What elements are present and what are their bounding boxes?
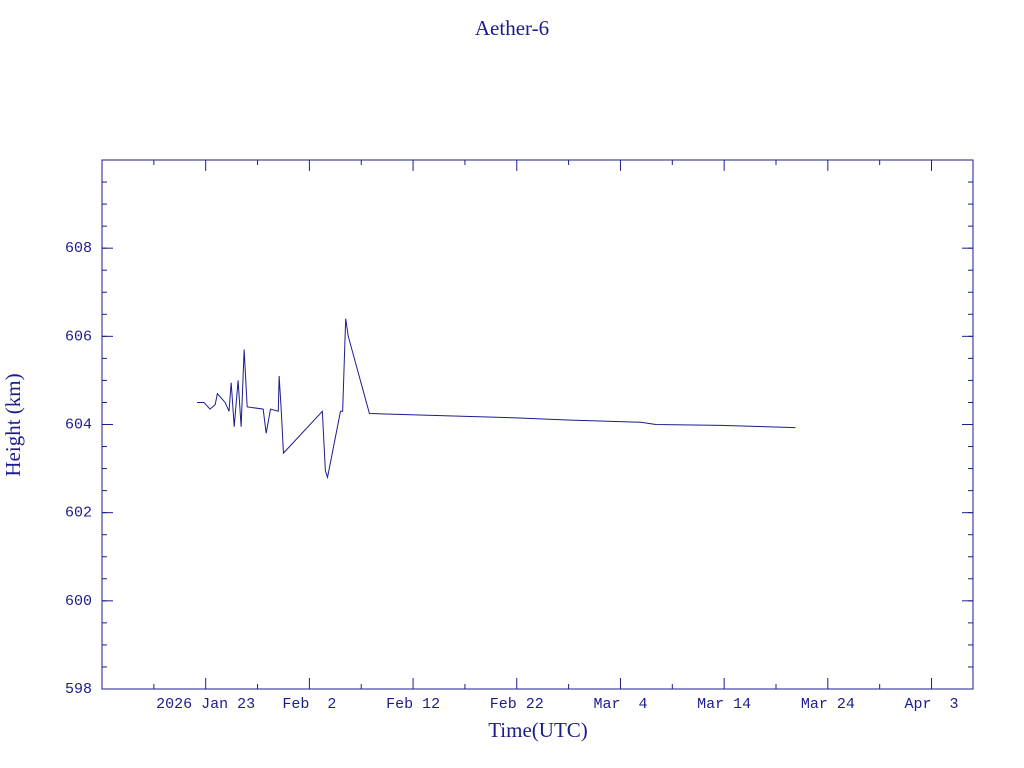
x-tick-label: Mar 14	[697, 696, 751, 713]
x-axis-label: Time(UTC)	[488, 718, 588, 742]
x-tick-label: Mar 24	[801, 696, 855, 713]
y-axis-label: Height (km)	[1, 373, 25, 476]
chart-title: Aether-6	[475, 16, 549, 40]
x-tick-label: Apr 3	[905, 696, 959, 713]
x-tick-label: 2026 Jan 23	[156, 696, 255, 713]
y-tick-label: 606	[65, 328, 92, 345]
x-tick-label: Feb 22	[490, 696, 544, 713]
x-tick-label: Feb 2	[282, 696, 336, 713]
y-tick-label: 608	[65, 240, 92, 257]
y-tick-label: 600	[65, 593, 92, 610]
data-line	[197, 318, 796, 480]
plot-frame	[101, 159, 974, 690]
y-tick-label: 598	[65, 681, 92, 698]
y-tick-label: 604	[65, 416, 92, 433]
x-tick-label: Feb 12	[386, 696, 440, 713]
y-tick-label: 602	[65, 505, 92, 522]
x-tick-label: Mar 4	[593, 696, 647, 713]
